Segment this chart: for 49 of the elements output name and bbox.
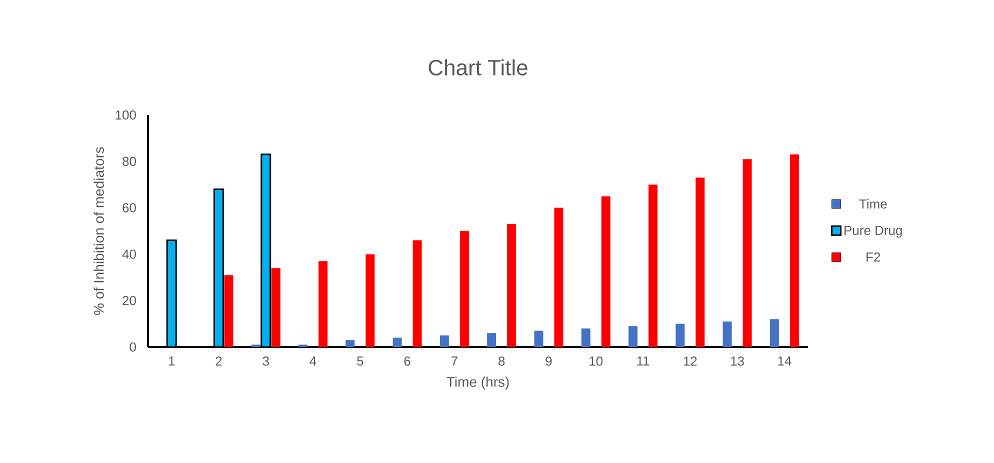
- legend-label: F2: [866, 252, 880, 262]
- bar: [487, 333, 496, 347]
- bar: [696, 178, 705, 347]
- bar: [392, 338, 402, 347]
- bar: [742, 159, 752, 347]
- x-tick-label: 11: [637, 356, 650, 366]
- x-tick-label: 4: [310, 356, 316, 366]
- x-tick-label: 9: [546, 356, 552, 366]
- y-tick-label: 20: [122, 296, 136, 306]
- bar: [648, 184, 658, 347]
- x-tick-label: 8: [498, 356, 505, 366]
- x-tick-label: 7: [451, 356, 458, 366]
- x-tick-label: 14: [778, 356, 792, 366]
- x-tick-label: 12: [684, 356, 697, 366]
- legend-label: Time: [859, 199, 887, 209]
- bar: [722, 321, 732, 347]
- x-axis-title: Time (hrs): [446, 376, 509, 390]
- chart-title: Chart Title: [428, 59, 528, 76]
- y-axis-title: % of Inhibition of mediators: [94, 147, 104, 315]
- bar: [790, 154, 799, 347]
- x-tick-label: 13: [731, 356, 744, 366]
- bar: [271, 268, 280, 347]
- bar: [224, 275, 234, 347]
- y-tick-label: 0: [130, 342, 136, 352]
- x-tick-label: 3: [262, 356, 269, 366]
- bar: [346, 340, 355, 347]
- bar: [601, 196, 610, 347]
- bar: [676, 324, 685, 347]
- bar: [554, 208, 564, 347]
- y-tick-label: 80: [122, 156, 136, 166]
- x-tick-label: 6: [404, 356, 410, 366]
- bar: [534, 330, 544, 347]
- bar: [770, 319, 779, 347]
- bar: [318, 261, 328, 347]
- x-tick-label: 2: [216, 356, 222, 366]
- y-tick-label: 40: [122, 250, 136, 259]
- x-tick-label: 1: [168, 356, 175, 366]
- bar: [412, 240, 422, 347]
- bar: [366, 254, 375, 347]
- legend-label: Pure Drug: [844, 226, 902, 238]
- y-tick-label: 100: [116, 110, 136, 120]
- bar: [507, 224, 516, 347]
- bar: [440, 335, 449, 347]
- bar: [628, 326, 638, 347]
- y-tick-label: 60: [122, 203, 136, 212]
- x-tick-label: 10: [590, 356, 603, 366]
- x-tick-label: 5: [357, 356, 364, 366]
- bar: [460, 230, 469, 347]
- bar: [581, 328, 590, 347]
